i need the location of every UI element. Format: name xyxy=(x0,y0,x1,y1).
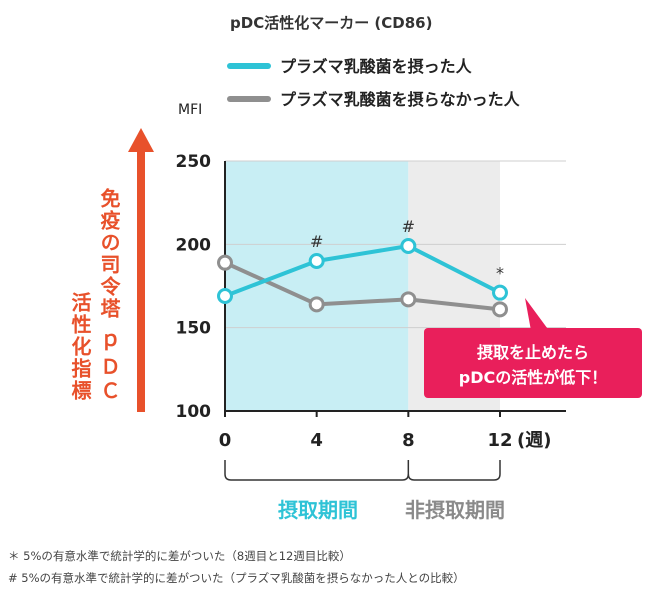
callout-line-2: pDCの活性が低下！ xyxy=(459,368,607,387)
legend-label-non-intake: プラズマ乳酸菌を摂らなかった人 xyxy=(280,90,521,109)
x-axis-unit: (週) xyxy=(517,430,551,451)
x-tick-labels: 0 4 8 12 xyxy=(219,411,513,451)
callout-line-1: 摂取を止めたら xyxy=(477,343,589,362)
chart-title: pDC活性化マーカー (CD86) xyxy=(230,14,432,32)
up-arrow-shaft xyxy=(137,150,145,412)
point-intake xyxy=(308,253,325,269)
x-tick-label: 4 xyxy=(310,430,323,451)
x-tick-label: 8 xyxy=(402,430,415,451)
bracket-intake xyxy=(224,460,410,481)
legend-label-intake: プラズマ乳酸菌を摂った人 xyxy=(280,57,473,76)
series-lines xyxy=(217,238,508,318)
significance-marks: # # * xyxy=(310,217,504,283)
y-label-line-1: 免疫の司令塔 xyxy=(97,187,121,320)
axes xyxy=(224,161,566,412)
significance-mark: * xyxy=(496,264,504,283)
series-line-intake xyxy=(224,244,501,298)
callout-box xyxy=(424,328,642,398)
significance-mark: # xyxy=(402,217,415,236)
x-tick-label: 0 xyxy=(219,430,232,451)
grid-lines xyxy=(225,160,566,329)
x-tick-label: 12 xyxy=(487,430,512,451)
point-non-intake xyxy=(308,296,325,313)
period-label-non-intake: 非摂取期間 xyxy=(405,498,505,522)
point-non-intake xyxy=(492,301,508,318)
point-intake xyxy=(217,288,233,304)
up-arrow-icon xyxy=(128,128,154,152)
y-axis-unit: MFI xyxy=(178,102,202,118)
y-tick-label: 100 xyxy=(176,402,212,422)
point-non-intake xyxy=(400,291,417,308)
point-non-intake xyxy=(217,254,233,271)
series-line-non-intake xyxy=(224,260,501,312)
period-label-intake: 摂取期間 xyxy=(278,498,358,522)
y-label-line-3: ｐＤＣ xyxy=(97,332,121,404)
bracket-non-intake xyxy=(407,460,501,481)
point-intake xyxy=(492,284,508,301)
significance-mark: # xyxy=(310,232,323,251)
y-label-line-2: 活性化指標 xyxy=(68,292,92,402)
footnote-asterisk: ＊ 5%の有意水準で統計学的に差がついた（8週目と12週目比較） xyxy=(8,549,351,563)
y-tick-label: 200 xyxy=(176,235,212,255)
y-tick-label: 250 xyxy=(176,152,212,172)
period-brackets xyxy=(224,460,501,481)
callout-pointer xyxy=(525,298,553,336)
y-tick-labels: 100 150 200 250 xyxy=(176,152,212,422)
y-tick-label: 150 xyxy=(176,319,212,339)
point-intake xyxy=(400,238,417,254)
footnote-hash: # 5%の有意水準で統計学的に差がついた（プラズマ乳酸菌を摂らなかった人との比較… xyxy=(8,571,465,585)
